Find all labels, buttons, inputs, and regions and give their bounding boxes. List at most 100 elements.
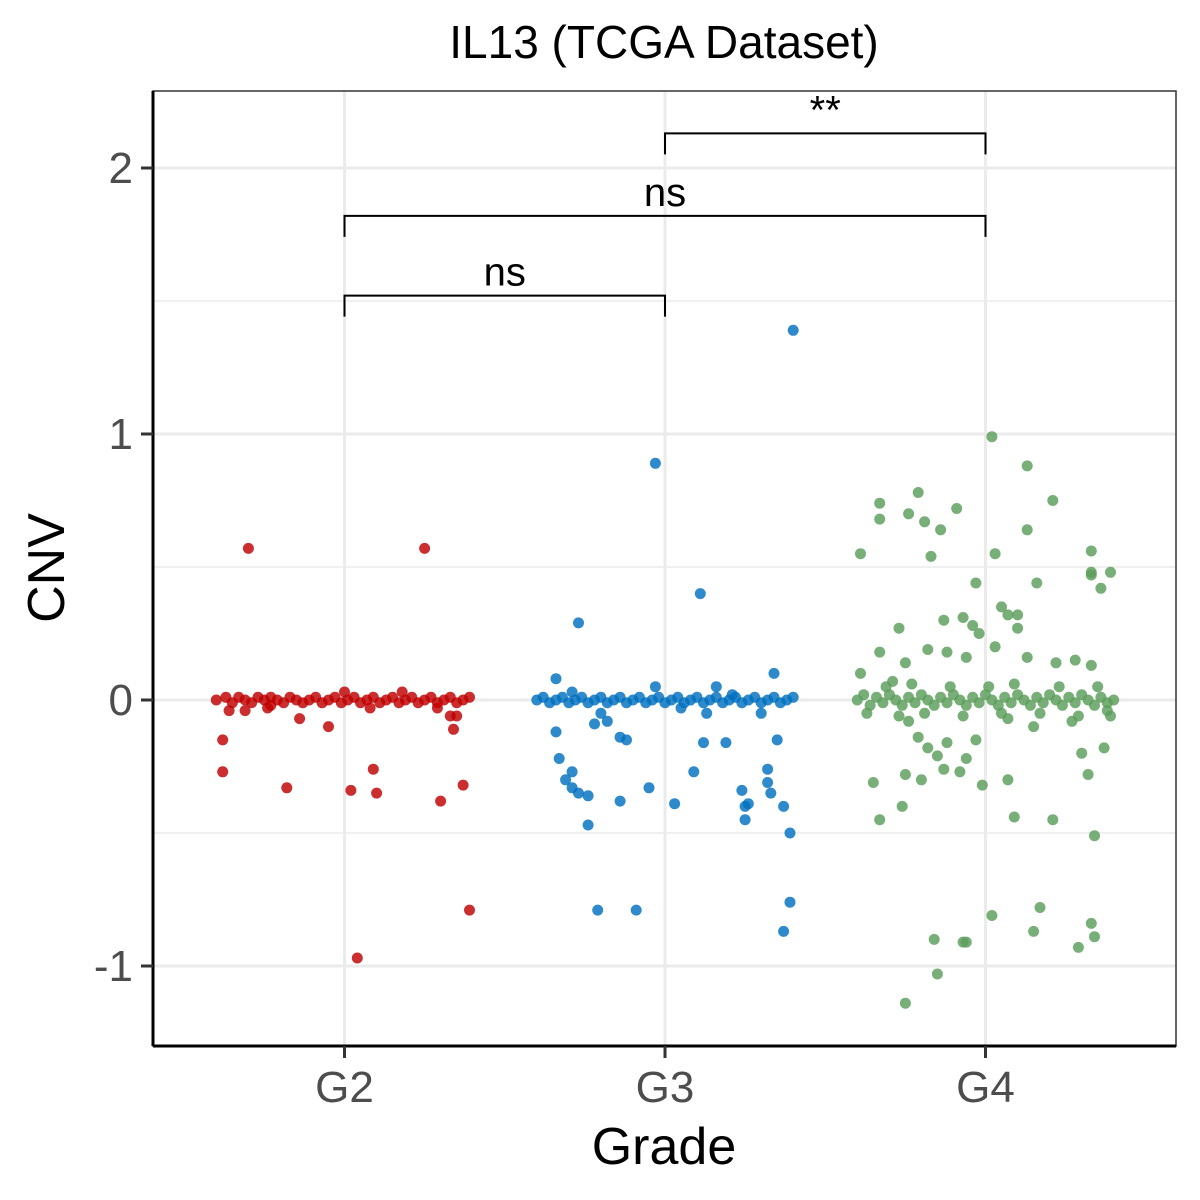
data-point bbox=[694, 588, 706, 600]
data-point bbox=[1092, 681, 1104, 693]
data-point bbox=[698, 737, 709, 749]
x-tick-label: G4 bbox=[956, 1063, 1015, 1112]
data-point bbox=[726, 689, 738, 701]
data-point bbox=[217, 734, 229, 746]
data-point bbox=[560, 774, 572, 786]
data-point bbox=[960, 651, 972, 663]
data-point bbox=[595, 707, 607, 719]
y-tick-label: 1 bbox=[109, 410, 133, 459]
data-point bbox=[1008, 811, 1020, 823]
data-point bbox=[464, 904, 475, 916]
data-point bbox=[1085, 569, 1097, 581]
data-point bbox=[931, 968, 943, 980]
y-tick-label: -1 bbox=[94, 942, 133, 991]
data-point bbox=[935, 524, 947, 536]
data-point bbox=[973, 697, 985, 709]
data-point bbox=[928, 933, 940, 945]
data-point bbox=[669, 798, 681, 810]
data-point bbox=[323, 721, 334, 733]
data-point bbox=[601, 715, 613, 727]
data-point bbox=[784, 896, 796, 908]
data-point bbox=[957, 710, 969, 722]
data-point bbox=[909, 697, 921, 709]
data-point bbox=[877, 697, 889, 709]
data-point bbox=[855, 667, 866, 679]
data-point bbox=[621, 734, 632, 746]
data-point bbox=[371, 787, 383, 799]
data-point bbox=[1028, 721, 1040, 733]
data-point bbox=[592, 904, 604, 916]
data-point bbox=[217, 766, 229, 778]
data-point bbox=[675, 702, 687, 714]
data-point bbox=[1005, 697, 1017, 709]
data-point bbox=[938, 763, 950, 775]
data-point bbox=[1028, 925, 1040, 937]
data-point bbox=[989, 548, 1001, 560]
data-point bbox=[874, 497, 886, 509]
data-point bbox=[906, 678, 918, 690]
data-point bbox=[1089, 699, 1100, 711]
data-point bbox=[986, 910, 998, 921]
data-point bbox=[210, 694, 222, 706]
data-point bbox=[986, 431, 998, 443]
data-point bbox=[281, 782, 293, 794]
data-point bbox=[784, 827, 796, 839]
data-point bbox=[1082, 769, 1094, 780]
data-point bbox=[457, 779, 469, 791]
data-point bbox=[614, 795, 626, 807]
data-point bbox=[566, 766, 578, 778]
x-axis-title: Grade bbox=[592, 1118, 737, 1176]
data-point bbox=[970, 734, 982, 746]
significance-label: ns bbox=[644, 171, 686, 215]
data-point bbox=[553, 753, 565, 764]
data-point bbox=[1072, 710, 1084, 722]
data-point bbox=[1085, 659, 1097, 671]
data-point bbox=[239, 705, 251, 717]
x-tick-label: G3 bbox=[636, 1063, 695, 1112]
data-point bbox=[931, 750, 943, 762]
data-point bbox=[771, 734, 783, 746]
x-tick-label: G2 bbox=[315, 1063, 374, 1112]
data-point bbox=[1002, 774, 1014, 786]
data-point bbox=[448, 723, 459, 735]
data-point bbox=[367, 763, 379, 775]
data-point bbox=[1024, 699, 1036, 711]
data-point bbox=[1105, 566, 1116, 578]
y-tick-label: 2 bbox=[109, 144, 133, 193]
data-point bbox=[1076, 747, 1088, 759]
data-point bbox=[941, 737, 953, 749]
data-point bbox=[874, 513, 886, 525]
data-point bbox=[262, 702, 274, 714]
data-point bbox=[345, 784, 357, 796]
data-point bbox=[922, 742, 934, 754]
data-point bbox=[351, 952, 363, 964]
data-point bbox=[941, 646, 953, 658]
data-point bbox=[582, 819, 594, 831]
data-point bbox=[960, 699, 972, 711]
data-point bbox=[1012, 609, 1024, 621]
data-point bbox=[1034, 902, 1046, 913]
data-point bbox=[899, 657, 911, 669]
data-point bbox=[1085, 545, 1097, 557]
data-point bbox=[1047, 495, 1059, 506]
data-point bbox=[464, 691, 475, 703]
data-point bbox=[957, 612, 969, 623]
data-point bbox=[1021, 651, 1033, 663]
y-axis-ticks: -1 0 1 2 bbox=[94, 144, 153, 991]
data-point bbox=[912, 731, 924, 743]
data-point bbox=[1098, 742, 1110, 754]
data-point bbox=[582, 790, 594, 802]
data-point bbox=[976, 779, 988, 791]
data-point bbox=[550, 726, 562, 738]
data-point bbox=[649, 681, 661, 693]
data-point bbox=[996, 601, 1007, 613]
data-point bbox=[960, 936, 972, 948]
data-point bbox=[919, 516, 931, 528]
data-point bbox=[1034, 707, 1046, 719]
data-point bbox=[893, 710, 905, 722]
data-point bbox=[1050, 657, 1062, 669]
data-points bbox=[210, 324, 1120, 1009]
data-point bbox=[736, 784, 748, 796]
data-point bbox=[431, 702, 443, 714]
